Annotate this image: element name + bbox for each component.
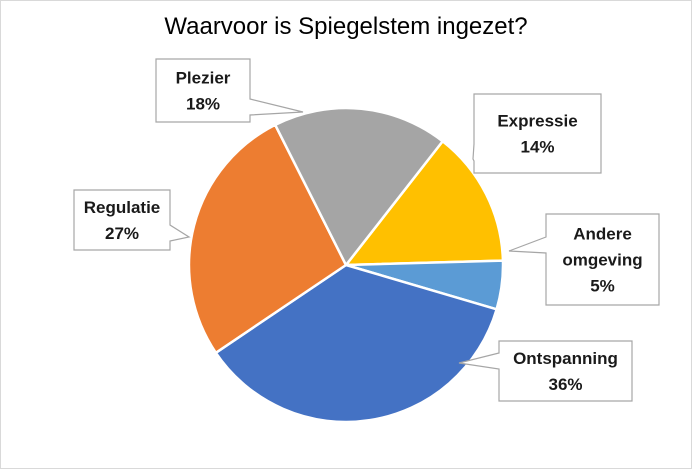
data-label-value: 5% bbox=[590, 277, 615, 296]
data-label-category: Regulatie bbox=[84, 198, 161, 217]
data-label-regulatie: Regulatie 27% bbox=[73, 189, 191, 251]
pie-slice-regulatie bbox=[187, 123, 348, 355]
data-label-category: Expressie bbox=[497, 112, 577, 131]
data-label-category: Plezier bbox=[176, 69, 231, 88]
data-label-category: omgeving bbox=[562, 251, 642, 270]
pie-slice-expressie bbox=[344, 140, 505, 267]
data-label-plezier: Plezier 18% bbox=[155, 58, 304, 123]
data-label-andere-omgeving: Andere omgeving 5% bbox=[508, 213, 660, 306]
data-label-category: Andere bbox=[573, 225, 632, 244]
data-label-value: 27% bbox=[105, 224, 139, 243]
chart-title: Waarvoor is Spiegelstem ingezet? bbox=[164, 13, 528, 40]
data-label-value: 14% bbox=[520, 138, 554, 157]
data-label-expressie: Expressie 14% bbox=[472, 93, 602, 174]
callout-box bbox=[155, 58, 304, 123]
pie-slice-ontspanning bbox=[214, 263, 498, 424]
data-label-category: Ontspanning bbox=[513, 349, 618, 368]
data-label-ontspanning: Ontspanning 36% bbox=[458, 340, 633, 402]
callout-box bbox=[73, 189, 191, 251]
callout-box bbox=[458, 340, 633, 402]
data-label-value: 18% bbox=[186, 95, 220, 114]
callout-box bbox=[472, 93, 602, 174]
callout-box bbox=[508, 213, 660, 306]
data-label-value: 36% bbox=[548, 375, 582, 394]
pie-slice-plezier bbox=[273, 106, 444, 267]
